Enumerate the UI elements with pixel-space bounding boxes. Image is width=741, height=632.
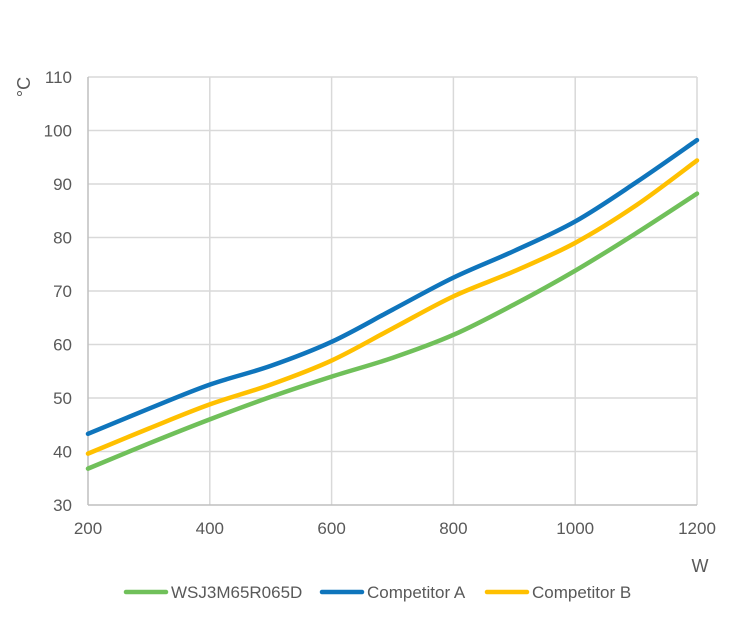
grid xyxy=(88,76,698,505)
x-tick-label: 1000 xyxy=(556,519,594,538)
x-tick-label: 600 xyxy=(317,519,345,538)
y-tick-label: 50 xyxy=(53,389,72,408)
series-line-1 xyxy=(85,137,700,437)
x-tick-label: 200 xyxy=(74,519,102,538)
legend-label-1: Competitor A xyxy=(367,583,466,602)
y-tick-label: 70 xyxy=(53,282,72,301)
x-tick-label: 400 xyxy=(196,519,224,538)
y-tick-label: 30 xyxy=(53,496,72,515)
y-axis-title: °C xyxy=(14,77,34,97)
legend-label-2: Competitor B xyxy=(532,583,631,602)
y-tick-label: 80 xyxy=(53,229,72,248)
y-tick-label: 40 xyxy=(53,443,72,462)
x-axis-title: W xyxy=(692,556,709,576)
y-tick-label: 60 xyxy=(53,336,72,355)
legend: WSJ3M65R065D Competitor A Competitor B xyxy=(123,583,631,602)
y-tick-label: 100 xyxy=(44,122,72,141)
x-tick-label: 1200 xyxy=(678,519,716,538)
series-line-0 xyxy=(85,191,700,471)
legend-label-0: WSJ3M65R065D xyxy=(171,583,302,602)
y-tick-label: 90 xyxy=(53,175,72,194)
y-tick-labels: 30 40 50 60 70 80 90 100 110 xyxy=(44,68,72,515)
x-tick-labels: 200 400 600 800 1000 1200 xyxy=(74,519,716,538)
series-lines xyxy=(85,137,700,471)
y-tick-label: 110 xyxy=(45,68,72,87)
series-line-2 xyxy=(85,158,700,456)
x-tick-label: 800 xyxy=(439,519,467,538)
